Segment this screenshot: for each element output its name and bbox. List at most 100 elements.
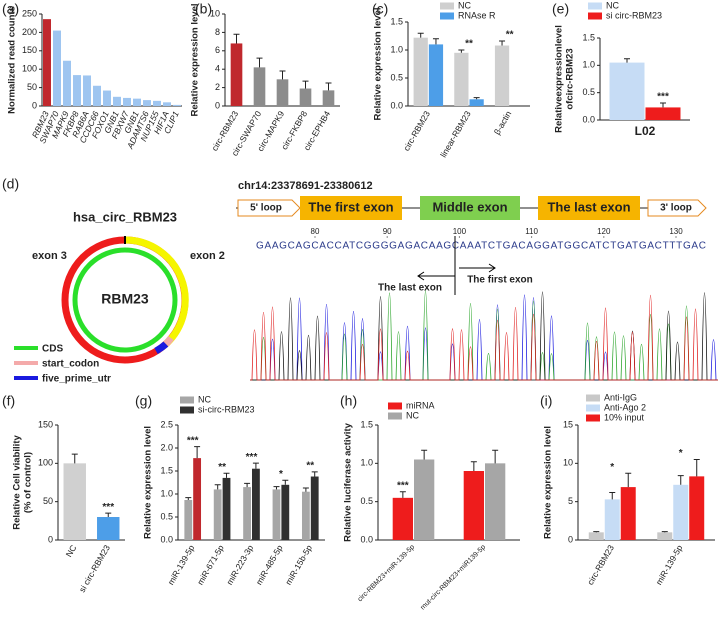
- circ-center: RBM23: [101, 291, 149, 307]
- circ-title: hsa_circ_RBM23: [73, 209, 177, 224]
- position-label: 120: [597, 227, 611, 236]
- bar: [272, 489, 281, 540]
- significance: **: [306, 461, 314, 472]
- y-tick-label: 1.0: [582, 60, 595, 70]
- bar: [97, 517, 120, 540]
- bar: [428, 44, 444, 106]
- y-tick-label: 10: [563, 458, 573, 468]
- y-axis-label: Relative expression level: [190, 3, 201, 116]
- y-tick-label: 0: [215, 100, 220, 110]
- exon-label: exon 2: [190, 250, 225, 262]
- bar: [153, 100, 161, 106]
- y-axis-label: Relative expression level: [373, 7, 384, 120]
- y-tick-label: 1.5: [360, 419, 373, 429]
- bar: [193, 458, 202, 540]
- position-label: 130: [669, 227, 683, 236]
- legend-label: Anti-IgG: [604, 392, 637, 402]
- error-bar: [492, 449, 499, 464]
- legend-swatch: [588, 2, 602, 10]
- x-tick-label: linear-RBM23: [438, 109, 473, 159]
- x-tick-label: miR-485-5p: [254, 543, 285, 587]
- error-bar: [609, 491, 616, 500]
- bar: [494, 45, 510, 106]
- bar: [414, 459, 435, 540]
- y-tick-label: 0.0: [160, 534, 173, 544]
- segment-label: 5' loop: [250, 203, 282, 214]
- y-tick-label: 2.5: [160, 419, 173, 429]
- bar: [620, 487, 636, 540]
- trace: [250, 291, 718, 381]
- legend-swatch: [440, 12, 454, 20]
- significance: *: [610, 462, 614, 473]
- segment-label: 3' loop: [660, 203, 692, 214]
- chromatogram: [250, 290, 718, 381]
- legend-swatch: [14, 376, 38, 380]
- y-tick-label: 1.0: [360, 458, 373, 468]
- y-tick-label: 6: [215, 45, 220, 55]
- bar: [463, 471, 484, 540]
- legend-swatch: [180, 396, 194, 404]
- bar: [454, 52, 469, 106]
- x-tick-label: NC: [64, 543, 79, 559]
- error-bar: [71, 453, 78, 464]
- trace: [250, 290, 718, 381]
- bar: [588, 532, 604, 540]
- panel-label: (i): [540, 393, 552, 409]
- segment-label: Middle exon: [432, 199, 507, 214]
- loop-box: [237, 199, 301, 217]
- x-tick-label: circ-RBM23: [585, 543, 616, 587]
- legend-swatch: [440, 2, 454, 10]
- error-bar: [624, 58, 630, 63]
- significance: **: [465, 39, 473, 50]
- arrow: [417, 271, 455, 281]
- significance: ***: [246, 452, 258, 463]
- legend-label: RNAse R: [458, 10, 496, 20]
- y-tick-label: 250: [22, 8, 37, 18]
- error-bar: [325, 82, 332, 91]
- exon-box: [300, 196, 402, 220]
- error-bar: [417, 32, 424, 38]
- error-bar: [105, 512, 112, 517]
- significance: ***: [397, 480, 409, 491]
- bar: [485, 463, 506, 540]
- y-axis-label: Relativeexpressionlevel: [554, 25, 565, 133]
- bar: [143, 100, 151, 106]
- bar: [243, 487, 251, 540]
- bar: [113, 96, 121, 106]
- y-tick-label: 1.5: [390, 16, 403, 26]
- error-bar: [458, 49, 465, 53]
- bar: [657, 532, 673, 540]
- bar: [299, 88, 312, 106]
- bar: [673, 484, 689, 540]
- legend-swatch: [14, 361, 38, 365]
- y-axis-label: (% of control): [23, 452, 34, 513]
- error-bar: [302, 80, 309, 89]
- bar: [103, 90, 111, 106]
- bar: [253, 67, 266, 106]
- bar: [281, 484, 290, 540]
- coordinate: chr14:23378691-23380612: [238, 180, 373, 192]
- error-bar: [279, 70, 286, 80]
- y-tick-label: 0.0: [582, 114, 595, 124]
- error-bar: [233, 33, 240, 44]
- x-tick-label: si circ-RBM23: [77, 543, 112, 594]
- error-bar: [214, 484, 221, 490]
- y-axis-label: Relative expression level: [143, 426, 154, 539]
- legend-swatch: [388, 412, 402, 420]
- bar: [689, 476, 705, 540]
- bar: [43, 19, 51, 106]
- x-tick-label: miR-223-3p: [224, 543, 255, 587]
- panel-label: (b): [195, 1, 212, 17]
- y-tick-label: 5: [568, 496, 573, 506]
- error-bar: [282, 479, 289, 485]
- error-bar: [499, 40, 506, 46]
- y-tick-label: 1.5: [582, 32, 595, 42]
- legend-label: NC: [406, 410, 419, 420]
- error-bar: [399, 491, 406, 498]
- y-tick-label: 1.0: [390, 44, 403, 54]
- y-tick-label: 8: [215, 27, 220, 37]
- y-tick-label: 1.5: [160, 465, 173, 475]
- x-tick-label: miR-139-5p: [654, 543, 685, 587]
- error-bar: [432, 38, 439, 45]
- error-bar: [256, 57, 263, 68]
